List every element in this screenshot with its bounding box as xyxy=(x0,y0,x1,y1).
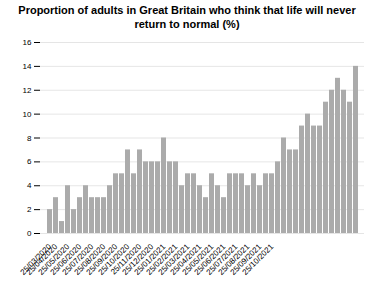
svg-text:25/01/2021: 25/01/2021 xyxy=(132,241,168,277)
html-text:Proportion of adults in Great: Proportion of adults in Great Britain wh… xyxy=(18,4,356,30)
svg-text:25/03/2021: 25/03/2021 xyxy=(156,241,192,277)
svg-text:25/05/2021: 25/05/2021 xyxy=(180,241,216,277)
svg-text:25/06/2020: 25/06/2020 xyxy=(48,241,84,277)
svg-text:25/04/2020: 25/04/2020 xyxy=(24,241,60,277)
svg-text:25/08/2020: 25/08/2020 xyxy=(72,241,108,277)
svg-text:25/11/2020: 25/11/2020 xyxy=(109,241,144,276)
svg-text:25/02/2021: 25/02/2021 xyxy=(144,241,180,277)
svg-text:25/09/2020: 25/09/2020 xyxy=(84,241,120,277)
svg-text:25/06/2021: 25/06/2021 xyxy=(192,241,228,277)
svg-text:4: 4 xyxy=(27,181,32,190)
svg-text:6: 6 xyxy=(27,157,32,166)
svg-text:25/10/2020: 25/10/2020 xyxy=(96,241,132,277)
svg-text:8: 8 xyxy=(27,133,32,142)
svg-text:10: 10 xyxy=(23,109,32,118)
svg-text:25/07/2020: 25/07/2020 xyxy=(60,241,96,277)
svg-text:25/05/2020: 25/05/2020 xyxy=(36,241,72,277)
svg-text:2: 2 xyxy=(27,205,32,214)
svg-text:25/08/2021: 25/08/2021 xyxy=(216,241,252,277)
svg-text:12: 12 xyxy=(23,85,32,94)
svg-text:25/09/2021: 25/09/2021 xyxy=(228,241,264,277)
svg-text:25/12/2020: 25/12/2020 xyxy=(120,241,156,277)
svg-text:16: 16 xyxy=(23,38,32,47)
svg-text:0: 0 xyxy=(27,229,32,238)
svg-text:25/10/2021: 25/10/2021 xyxy=(241,241,276,276)
svg-text:25/04/2021: 25/04/2021 xyxy=(168,241,204,277)
svg-text:25/07/2021: 25/07/2021 xyxy=(204,241,240,277)
svg-text:14: 14 xyxy=(23,61,32,70)
